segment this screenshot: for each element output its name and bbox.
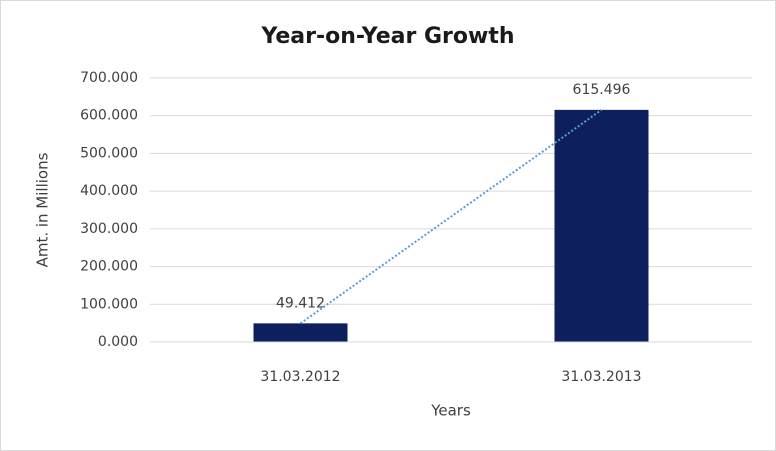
y-axis-title: Amt. in Millions	[34, 152, 52, 267]
x-tick-label: 31.03.2012	[260, 369, 340, 385]
data-label: 49.412	[276, 295, 325, 311]
y-tick-label: 0.000	[98, 334, 138, 350]
y-tick-label: 700.000	[80, 70, 138, 86]
y-tick-label: 300.000	[80, 221, 138, 237]
trendline	[299, 109, 603, 325]
y-tick-label: 100.000	[80, 296, 138, 312]
x-tick-label: 31.03.2013	[561, 369, 641, 385]
data-label: 615.496	[573, 82, 631, 98]
y-tick-label: 600.000	[80, 108, 138, 124]
y-tick-label: 500.000	[80, 145, 138, 161]
y-tick-label: 200.000	[80, 259, 138, 275]
bar	[554, 109, 649, 342]
x-axis-title: Years	[430, 402, 471, 420]
chart-title: Year-on-Year Growth	[260, 24, 514, 49]
y-tick-label: 400.000	[80, 183, 138, 199]
bar	[253, 323, 348, 342]
